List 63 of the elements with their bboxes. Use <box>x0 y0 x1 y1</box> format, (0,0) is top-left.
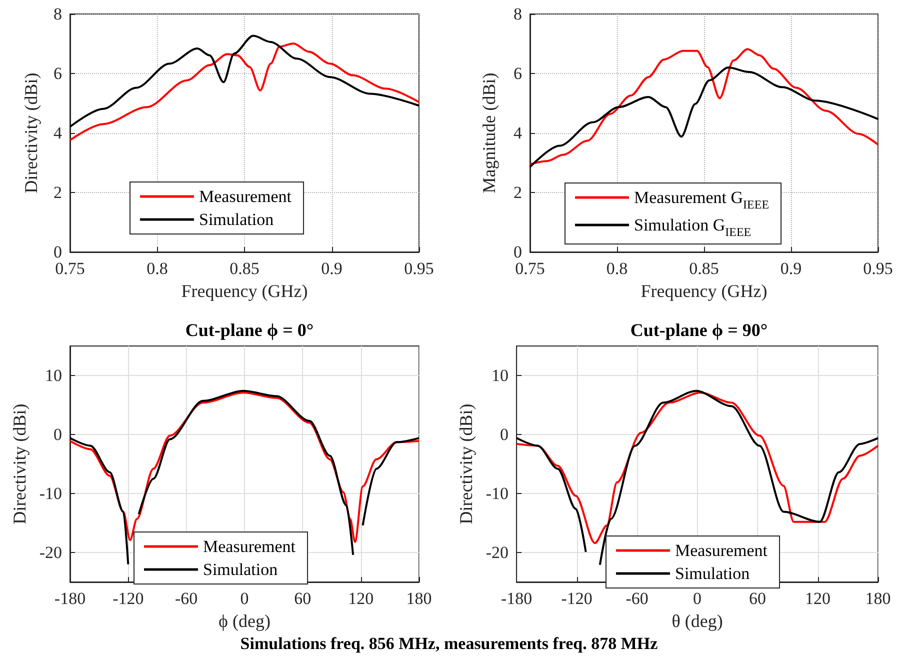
legend-label: Measurement <box>675 541 768 560</box>
y-tick-label: -20 <box>39 543 62 562</box>
line-series <box>529 48 879 166</box>
y-tick-label: -10 <box>39 484 62 503</box>
chart-title: Cut-plane ϕ = 0° <box>185 320 314 340</box>
y-tick-label: 0 <box>54 425 62 444</box>
y-tick-label: 0 <box>514 242 522 262</box>
legend-label: Measurement <box>203 537 296 556</box>
y-axis-title: Directivity (dBi) <box>21 72 41 194</box>
x-axis-title: Frequency (GHz) <box>640 281 768 301</box>
x-tick-label: -180 <box>500 589 532 608</box>
y-tick-label: 0 <box>500 425 509 444</box>
x-tick-label: 0 <box>693 589 702 608</box>
x-tick-label: 0.75 <box>55 259 85 278</box>
y-tick-label: 8 <box>514 4 522 24</box>
x-tick-label: 0.8 <box>146 259 168 278</box>
x-tick-label: 0.75 <box>515 259 545 278</box>
text: Simulations freq. 856 MHz, measurements freq. 878 MHz <box>239 634 659 654</box>
x-tick-label: 0.95 <box>404 259 434 278</box>
y-tick-label: 0 <box>54 242 62 262</box>
x-tick-label: -180 <box>54 589 86 608</box>
x-axis-title: ϕ (deg) <box>218 611 270 631</box>
x-tick-label: 60 <box>749 589 766 608</box>
y-tick-label: 8 <box>54 4 62 24</box>
line-series <box>69 34 420 128</box>
x-tick-label: 0 <box>240 589 249 608</box>
x-tick-label: -60 <box>626 589 648 608</box>
legend-label: Simulation <box>675 564 750 583</box>
y-tick-label: 4 <box>514 124 522 142</box>
x-tick-label: -120 <box>561 589 592 608</box>
x-tick-label: 120 <box>805 589 831 608</box>
x-tick-label: 0.9 <box>780 259 802 278</box>
x-tick-label: 0.9 <box>321 259 342 278</box>
y-axis-title: Directivity (dBi) <box>9 404 30 524</box>
x-tick-label: 0.85 <box>230 259 260 278</box>
y-tick-label: 2 <box>54 183 62 202</box>
line-series <box>69 42 420 142</box>
line-series <box>529 66 879 168</box>
x-tick-label: 180 <box>865 589 891 608</box>
x-axis-title: θ (deg) <box>672 611 723 631</box>
x-tick-label: 0.95 <box>863 259 893 278</box>
legend-label: Simulation <box>199 210 274 229</box>
y-tick-label: 6 <box>54 64 62 83</box>
x-tick-label: 0.85 <box>689 259 719 278</box>
x-axis-title: Frequency (GHz) <box>181 281 308 301</box>
x-tick-label: 120 <box>348 589 374 608</box>
y-tick-label: 10 <box>492 366 509 385</box>
y-tick-label: 10 <box>45 366 62 385</box>
x-tick-label: -120 <box>112 589 144 608</box>
y-tick-label: -20 <box>486 543 509 562</box>
chart-title: Cut-plane ϕ = 90° <box>630 320 768 340</box>
y-axis-title: Directivity (dBi) <box>456 404 476 524</box>
y-tick-label: 2 <box>514 183 522 202</box>
legend-label: Simulation <box>203 560 278 579</box>
y-tick-label: -10 <box>486 484 509 503</box>
y-tick-label: 4 <box>54 124 62 142</box>
x-tick-label: 180 <box>406 589 432 608</box>
y-axis-title: Magnitude (dBi) <box>479 72 499 194</box>
x-tick-label: -60 <box>174 589 198 608</box>
y-tick-label: 6 <box>514 64 522 83</box>
x-tick-label: 0.8 <box>606 259 628 278</box>
x-tick-label: 60 <box>294 589 312 608</box>
legend-label: Measurement <box>199 187 292 206</box>
